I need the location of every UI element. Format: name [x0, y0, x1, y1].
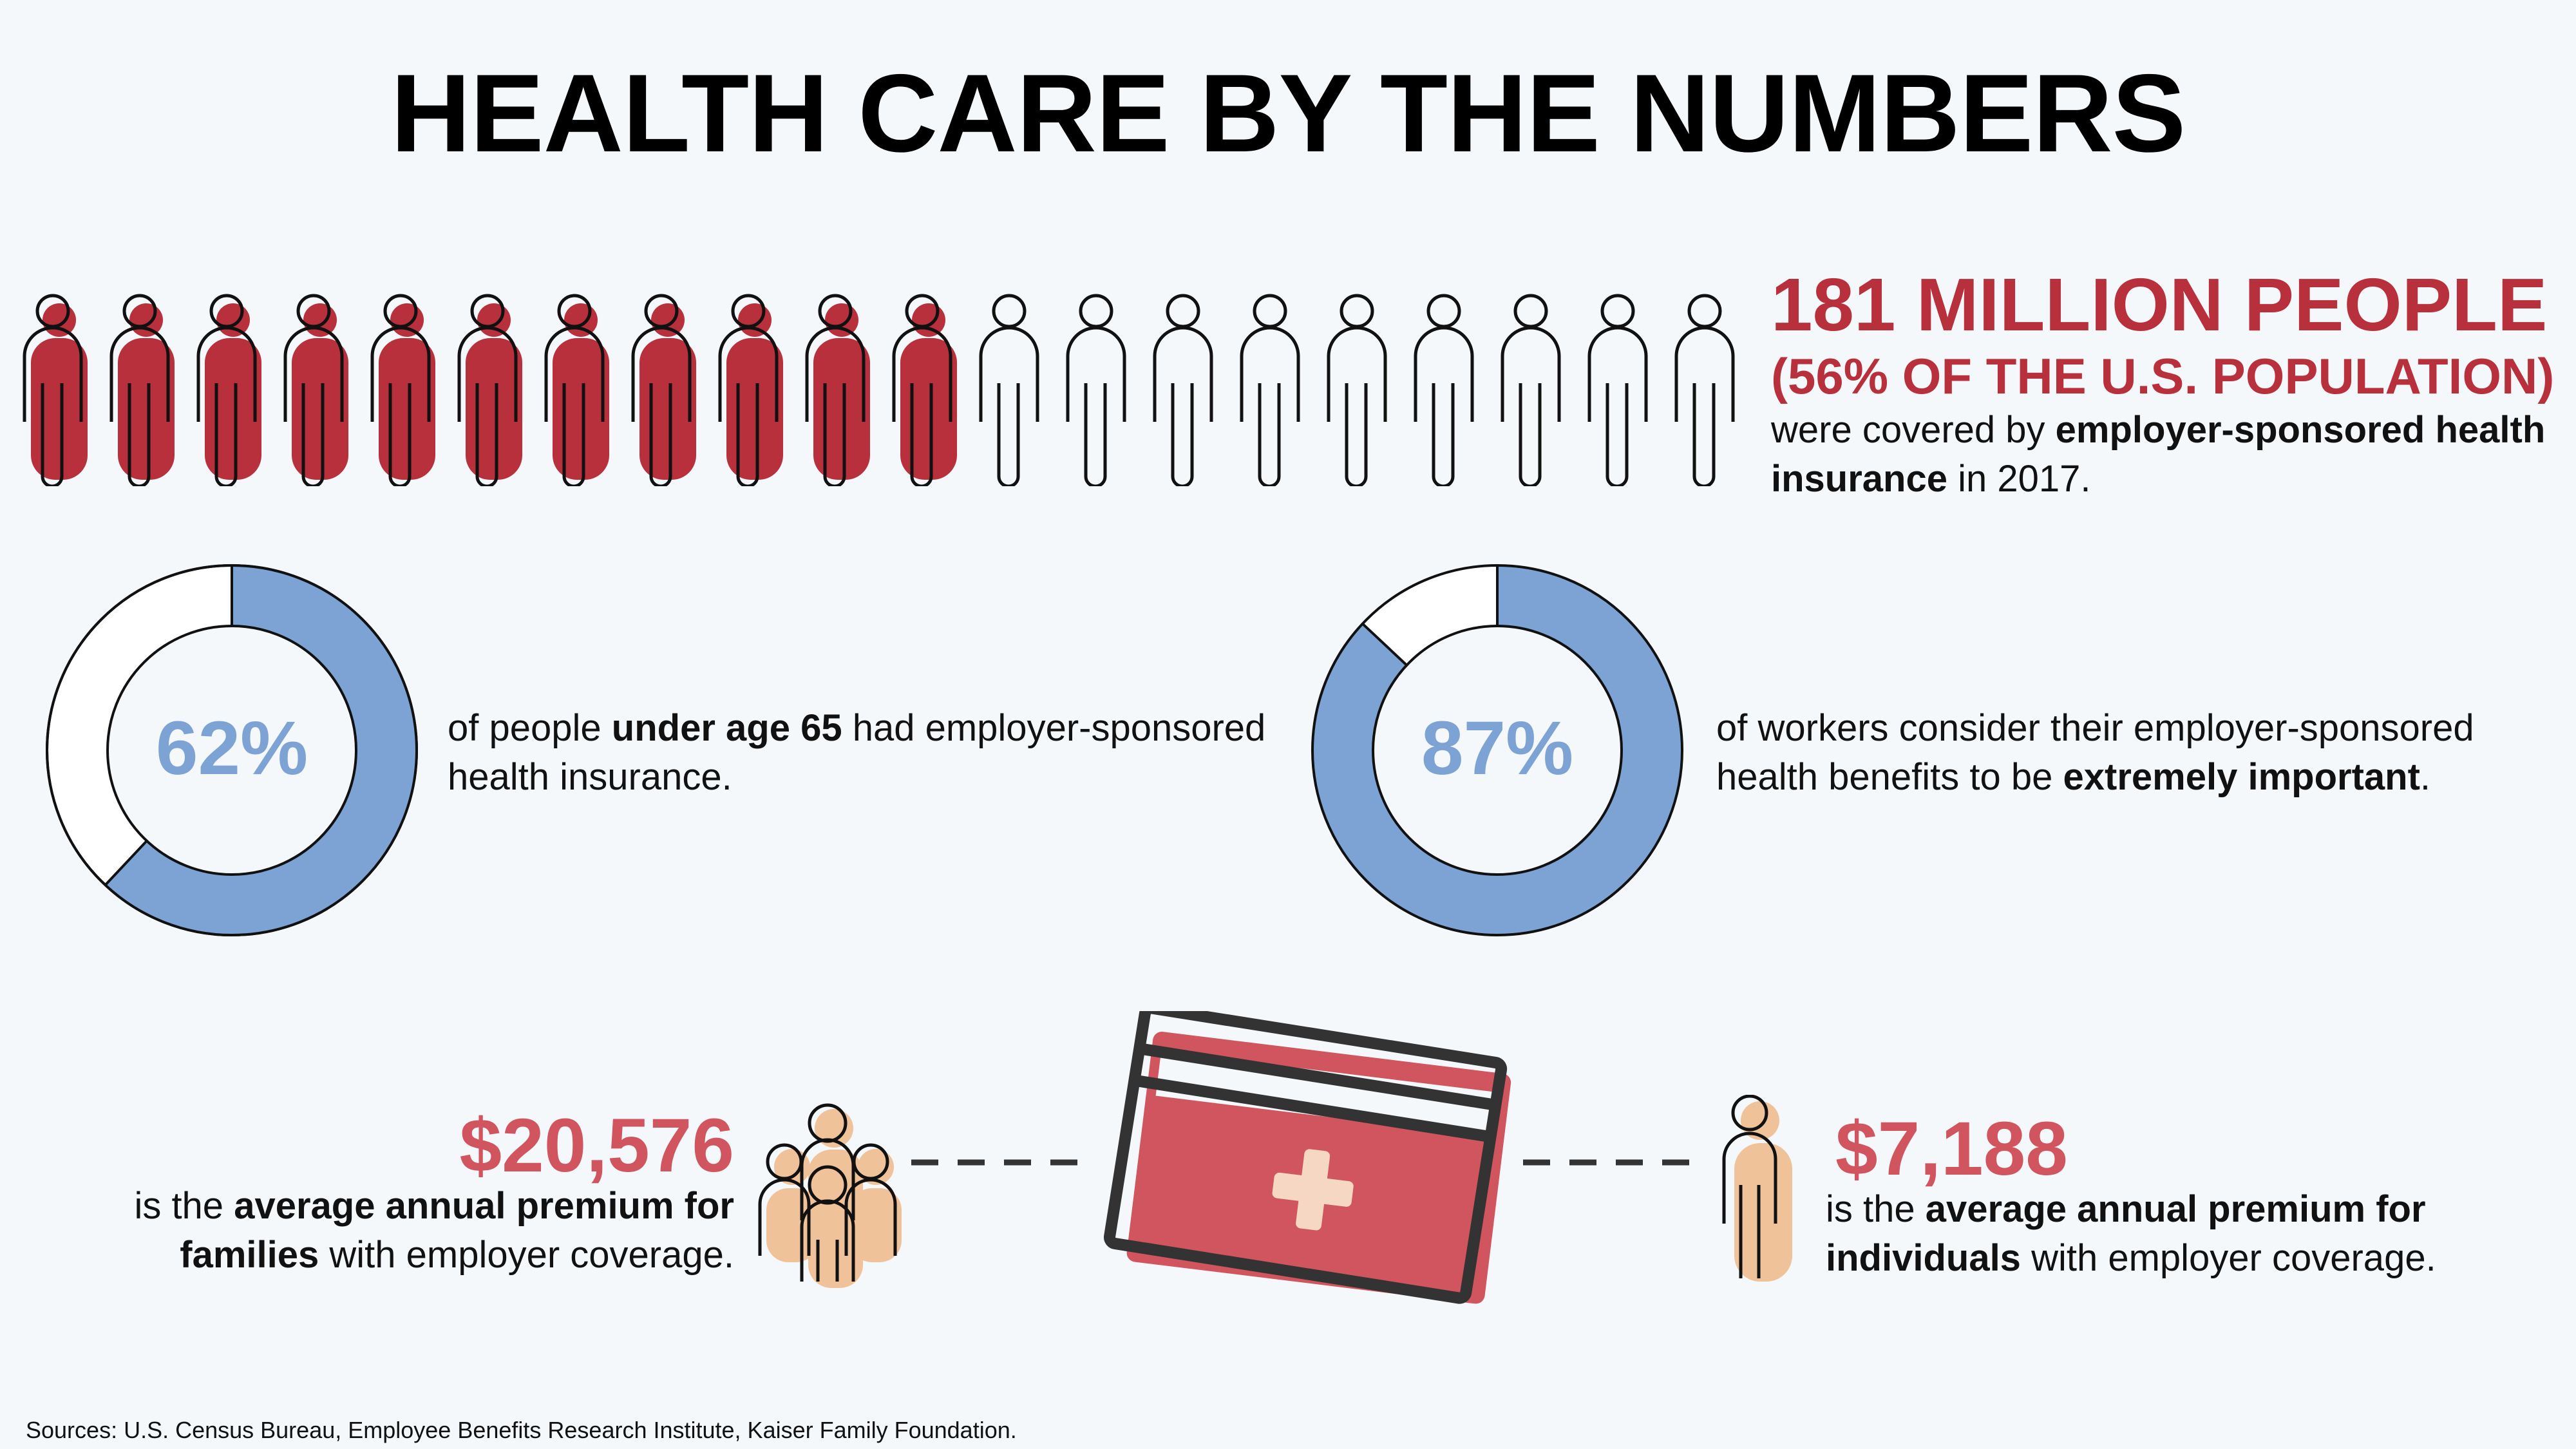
- family-premium-value: $20,576: [459, 1103, 734, 1188]
- stat-workers-text: of workers consider their employer-spons…: [1716, 704, 2566, 802]
- individual-icon: [1722, 1095, 1792, 1282]
- person-icon-uncovered: [1066, 294, 1126, 486]
- family-premium-text: is the average annual premium for famili…: [58, 1182, 734, 1280]
- person-icon-covered: [544, 294, 609, 486]
- stat-under65-text: of people under age 65 had employer-spon…: [448, 704, 1285, 802]
- donut-workers-percent: 87%: [1421, 706, 1574, 791]
- connector-right: [1523, 1159, 1697, 1166]
- individual-premium-text-2: with employer coverage.: [2020, 1237, 2436, 1279]
- population-desc-year: in 2017.: [1947, 458, 2091, 500]
- person-icon-uncovered: [1327, 294, 1387, 486]
- family-icon: [758, 1103, 902, 1288]
- individual-premium-bold: average annual premium for individuals: [1826, 1188, 2426, 1279]
- stat-under65-bold: under age 65: [611, 707, 842, 749]
- connector-left: [911, 1159, 1085, 1166]
- stat-under65-text-1: of people: [448, 707, 612, 749]
- person-icon-covered: [892, 294, 957, 486]
- person-icon-uncovered: [1587, 294, 1648, 486]
- population-desc-bold: employer-sponsored health insurance: [1771, 409, 2546, 500]
- person-icon-covered: [283, 294, 348, 486]
- person-icon-covered: [109, 294, 175, 486]
- person-icon-covered: [805, 294, 870, 486]
- stat-under65-text-2: had employer-sponsored health insurance.: [448, 707, 1266, 798]
- person-icon-uncovered: [1153, 294, 1213, 486]
- person-icon-covered: [457, 294, 522, 486]
- population-description: were covered by employer-sponsored healt…: [1771, 406, 2557, 504]
- donut-workers-seg-end: [1361, 623, 1408, 667]
- sources-footnote: Sources: U.S. Census Bureau, Employee Be…: [26, 1417, 1017, 1443]
- person-icon-covered: [23, 294, 88, 486]
- family-premium-bold: average annual premium for families: [180, 1185, 734, 1276]
- stat-workers-text-1: of workers consider their employer-spons…: [1716, 707, 2474, 798]
- page-title: HEALTH CARE BY THE NUMBERS: [390, 52, 2186, 175]
- stat-workers-bold: extremely important: [2063, 756, 2420, 798]
- individual-premium-text: is the average annual premium for indivi…: [1826, 1185, 2534, 1283]
- insurance-card-icon: [1103, 1011, 1511, 1304]
- person-icon-covered: [370, 294, 435, 486]
- family-premium-text-1: is the: [134, 1185, 234, 1227]
- population-subheadline: (56% OF THE U.S. POPULATION): [1771, 348, 2555, 404]
- person-icon-covered: [196, 294, 261, 486]
- donut-under65-chart: [46, 564, 418, 936]
- people-icons: [23, 294, 1735, 486]
- individual-premium-text-1: is the: [1826, 1188, 1926, 1230]
- person-icon-uncovered: [1501, 294, 1561, 486]
- person-icon-uncovered: [979, 294, 1039, 486]
- population-desc-text: were covered by: [1771, 409, 2056, 451]
- donut-workers: 87%: [1311, 564, 1684, 937]
- person-icon-uncovered: [1240, 294, 1300, 486]
- donut-under65-percent: 62%: [155, 706, 308, 791]
- family-premium-text-2: with employer coverage.: [319, 1234, 734, 1276]
- population-icon-row: [19, 293, 1758, 486]
- person-icon-covered: [631, 294, 696, 486]
- stat-workers-text-2: .: [2420, 756, 2431, 798]
- donut-under65: 62%: [45, 564, 419, 937]
- individual-premium-value: $7,188: [1835, 1106, 2068, 1191]
- person-icon-uncovered: [1414, 294, 1474, 486]
- person-icon-covered: [718, 294, 783, 486]
- population-headline: 181 MILLION PEOPLE: [1771, 263, 2548, 346]
- donut-under65-seg-end: [104, 840, 148, 886]
- donut-workers-chart: [1311, 564, 1683, 936]
- person-icon-uncovered: [1674, 294, 1735, 486]
